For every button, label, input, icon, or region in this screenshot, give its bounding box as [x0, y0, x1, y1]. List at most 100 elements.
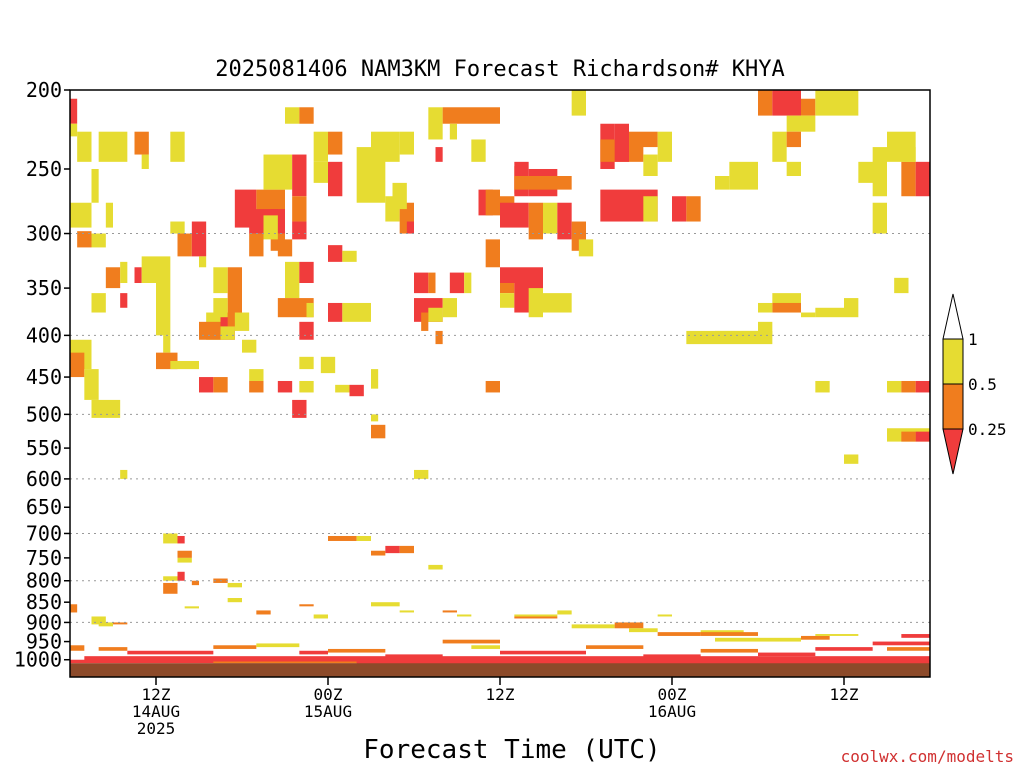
ri-cell: [213, 661, 357, 664]
ri-cell: [700, 632, 758, 636]
ri-cell: [399, 545, 414, 554]
ri-cell: [242, 339, 257, 353]
ri-cell: [543, 202, 558, 234]
ri-cell: [428, 307, 443, 322]
ri-cell: [227, 598, 242, 603]
y-axis: 200 250 300 350 400 450 500 550 600 6507007508008…: [14, 78, 70, 672]
ri-cell: [335, 384, 350, 393]
ri-cell: [213, 377, 228, 393]
ri-cell: [715, 637, 801, 642]
ri-cell: [313, 161, 328, 183]
ri-cell: [163, 335, 171, 353]
ri-cell: [786, 115, 816, 132]
ri-cell: [263, 154, 293, 190]
ri-cell: [643, 154, 658, 177]
ri-cell: [528, 202, 543, 240]
ri-cell: [199, 256, 207, 268]
ri-cell: [614, 622, 644, 629]
ri-cell: [313, 131, 328, 162]
colorbar-legend: 1 0.5 0.25: [942, 293, 1007, 475]
ri-cell: [772, 90, 801, 116]
ri-cell: [385, 654, 443, 658]
ri-cell: [227, 582, 242, 588]
y-tick-label: 350: [26, 276, 62, 300]
ri-cell: [263, 215, 278, 240]
colorbar-025-05: [942, 383, 964, 430]
x-tick-label: 12Z: [830, 685, 859, 704]
ri-cell: [915, 431, 930, 442]
ri-cell: [700, 630, 744, 635]
ri-cell: [801, 635, 830, 640]
ri-cell: [292, 196, 307, 222]
ri-cell: [414, 272, 429, 294]
ri-cell: [256, 610, 271, 615]
ri-cell: [715, 176, 730, 190]
ri-cell: [91, 293, 106, 313]
ri-cell: [872, 202, 887, 234]
ri-cell: [435, 330, 443, 345]
y-tick-label: 700: [26, 521, 62, 545]
x-tick-label: 14AUG: [132, 702, 180, 721]
ri-cell: [91, 399, 121, 418]
ri-cell: [177, 535, 185, 544]
ri-cell: [105, 267, 121, 289]
ri-cell: [758, 90, 773, 116]
ri-cell: [91, 168, 99, 203]
ri-cell: [514, 616, 558, 619]
ri-cell: [428, 107, 443, 140]
ri-cell: [328, 535, 357, 541]
x-tick-label: 2025: [137, 719, 176, 738]
ri-cell: [328, 245, 343, 262]
y-tick-label: 450: [26, 365, 62, 389]
ri-cell: [141, 256, 156, 284]
ri-cell: [191, 580, 199, 586]
ri-cell: [901, 431, 916, 442]
x-tick-label: 00Z: [658, 685, 687, 704]
ri-cell: [292, 221, 307, 240]
ri-cell: [342, 250, 357, 262]
ri-cell: [328, 302, 343, 322]
chart-title: 2025081406 NAM3KM Forecast Richardson# K…: [215, 57, 785, 82]
ri-cell: [199, 321, 221, 340]
ri-cell: [500, 650, 586, 655]
ri-cell: [371, 424, 386, 439]
ri-cell: [464, 272, 472, 294]
ri-cell: [485, 380, 500, 393]
colorbar-label: 1: [968, 330, 978, 349]
ri-cell: [686, 196, 701, 222]
ri-cell: [901, 147, 916, 162]
ri-cell: [70, 98, 78, 124]
ri-cell: [98, 647, 128, 651]
ri-cell: [328, 648, 386, 653]
colorbar-05-1: [942, 338, 964, 385]
ri-cell: [672, 196, 687, 222]
ri-cell: [449, 123, 457, 140]
ri-cell: [385, 545, 400, 554]
ri-cell: [371, 602, 400, 607]
ri-cell: [299, 261, 314, 284]
ri-cell: [500, 267, 543, 284]
ri-cell: [500, 202, 529, 228]
ri-cell: [399, 131, 414, 155]
ri-cell: [213, 298, 228, 318]
ri-cell: [141, 154, 149, 169]
ri-cell: [514, 176, 572, 190]
ri-cell: [342, 302, 371, 322]
x-tick-label: 12Z: [142, 685, 171, 704]
ri-cell: [657, 614, 672, 617]
ri-cell: [801, 312, 816, 318]
ri-cell: [557, 610, 572, 615]
ri-cell: [105, 202, 113, 228]
ri-cell: [414, 469, 429, 479]
y-tick-label: 550: [26, 436, 62, 460]
ri-cell: [249, 380, 264, 393]
ri-cell: [328, 161, 343, 197]
ri-cell: [127, 650, 214, 655]
x-tick-label: 16AUG: [648, 702, 696, 721]
ri-cell: [758, 302, 773, 313]
ri-cell: [371, 131, 400, 162]
y-tick-label: 200: [26, 78, 62, 102]
credit-link[interactable]: coolwx.com/modelts: [841, 747, 1014, 766]
ri-cell: [170, 221, 185, 234]
